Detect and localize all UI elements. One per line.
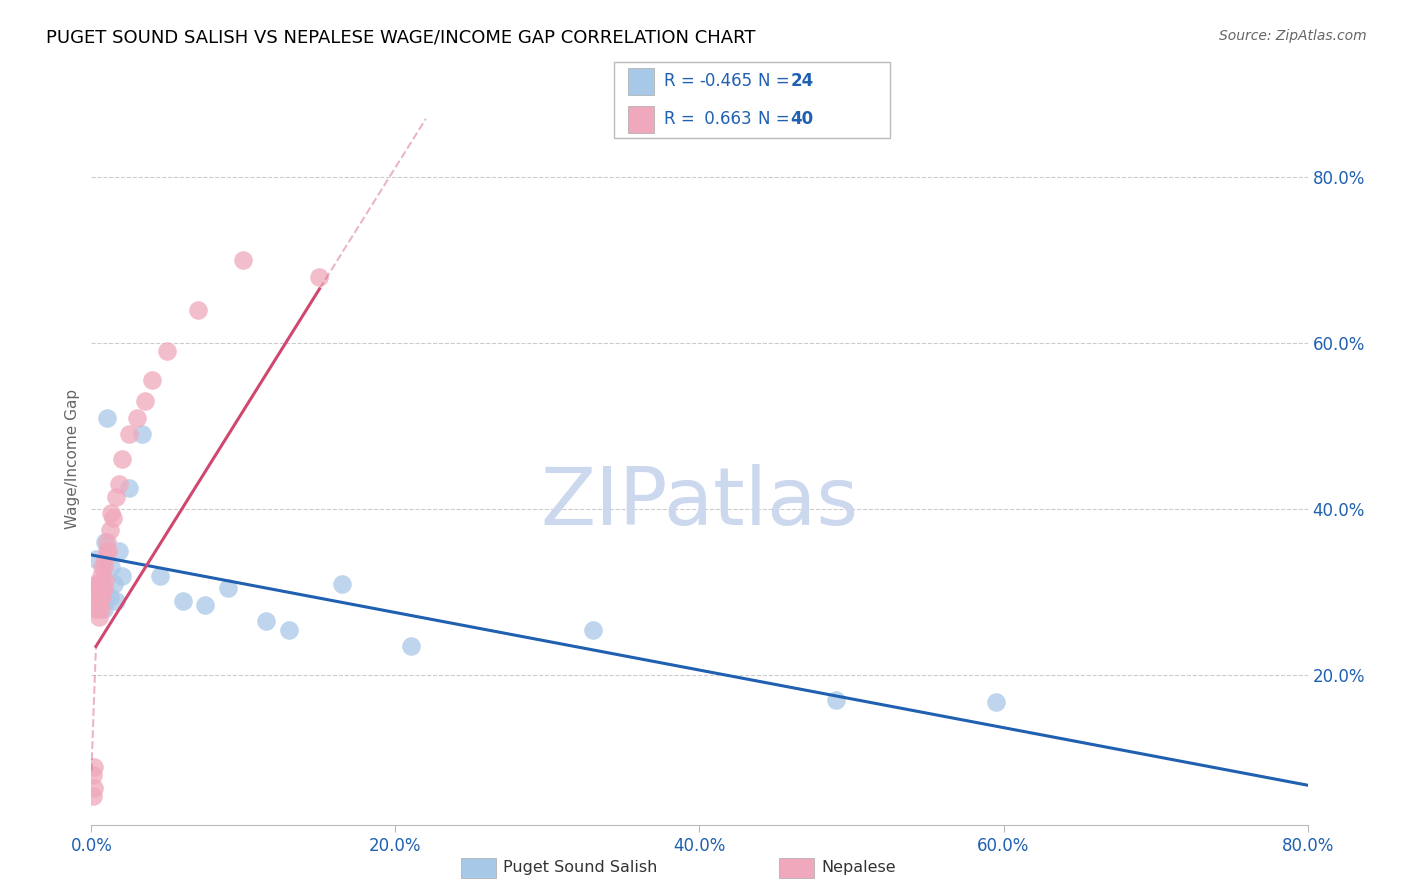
Point — [125, 410, 148, 425]
Point — [107, 543, 129, 558]
Text: 24: 24 — [790, 72, 814, 90]
Point — [87, 593, 110, 607]
Point — [89, 602, 111, 616]
Point — [93, 602, 115, 616]
Y-axis label: Wage/Income Gap: Wage/Income Gap — [65, 389, 80, 530]
Point — [217, 581, 239, 595]
Point — [91, 590, 114, 604]
Point — [254, 615, 277, 629]
Point — [98, 590, 121, 604]
Point — [87, 577, 110, 591]
Point — [100, 507, 122, 521]
Point — [89, 585, 111, 599]
Point — [984, 695, 1007, 709]
Point — [93, 560, 115, 574]
Point — [107, 477, 129, 491]
Point — [118, 427, 141, 442]
Point — [232, 252, 254, 267]
Text: 0.663: 0.663 — [699, 111, 751, 128]
Point — [118, 482, 141, 496]
Point — [104, 490, 127, 504]
Point — [96, 410, 118, 425]
Point — [86, 602, 108, 616]
Text: R =: R = — [664, 111, 695, 128]
Point — [104, 593, 127, 607]
Point — [100, 560, 122, 574]
Point — [278, 623, 301, 637]
Point — [84, 577, 107, 591]
Point — [111, 452, 134, 467]
Point — [141, 373, 163, 387]
Point — [89, 568, 111, 582]
Point — [101, 510, 124, 524]
Point — [103, 577, 125, 591]
Text: Puget Sound Salish: Puget Sound Salish — [503, 861, 658, 875]
Point — [91, 577, 114, 591]
Point — [134, 394, 156, 409]
Text: PUGET SOUND SALISH VS NEPALESE WAGE/INCOME GAP CORRELATION CHART: PUGET SOUND SALISH VS NEPALESE WAGE/INCO… — [46, 29, 756, 46]
Point — [98, 523, 121, 537]
Point — [82, 789, 104, 803]
Point — [330, 577, 353, 591]
Text: Nepalese: Nepalese — [821, 861, 896, 875]
Text: R =: R = — [664, 72, 695, 90]
Point — [83, 780, 105, 795]
Point — [91, 560, 114, 574]
Point — [308, 269, 330, 284]
Point — [84, 585, 107, 599]
Point — [86, 590, 108, 604]
Point — [194, 598, 217, 612]
Point — [149, 568, 172, 582]
Text: ZIPatlas: ZIPatlas — [540, 464, 859, 542]
Point — [93, 581, 115, 595]
Text: N =: N = — [758, 72, 789, 90]
Point — [86, 577, 108, 591]
Text: N =: N = — [758, 111, 789, 128]
Point — [399, 640, 422, 654]
Point — [96, 535, 118, 549]
Point — [94, 573, 117, 587]
Point — [172, 593, 194, 607]
Text: Source: ZipAtlas.com: Source: ZipAtlas.com — [1219, 29, 1367, 43]
Point — [187, 302, 209, 317]
Point — [156, 344, 179, 359]
Point — [111, 568, 134, 582]
Point — [87, 581, 110, 595]
Point — [131, 427, 153, 442]
Text: -0.465: -0.465 — [699, 72, 752, 90]
Point — [825, 693, 848, 707]
Text: 40: 40 — [790, 111, 813, 128]
Point — [582, 623, 605, 637]
Point — [96, 543, 118, 558]
Point — [84, 602, 107, 616]
Point — [83, 760, 105, 774]
Point — [97, 543, 120, 558]
Point — [87, 610, 110, 624]
Point — [94, 535, 117, 549]
Point — [94, 552, 117, 566]
Point — [82, 768, 104, 782]
Point — [84, 552, 107, 566]
